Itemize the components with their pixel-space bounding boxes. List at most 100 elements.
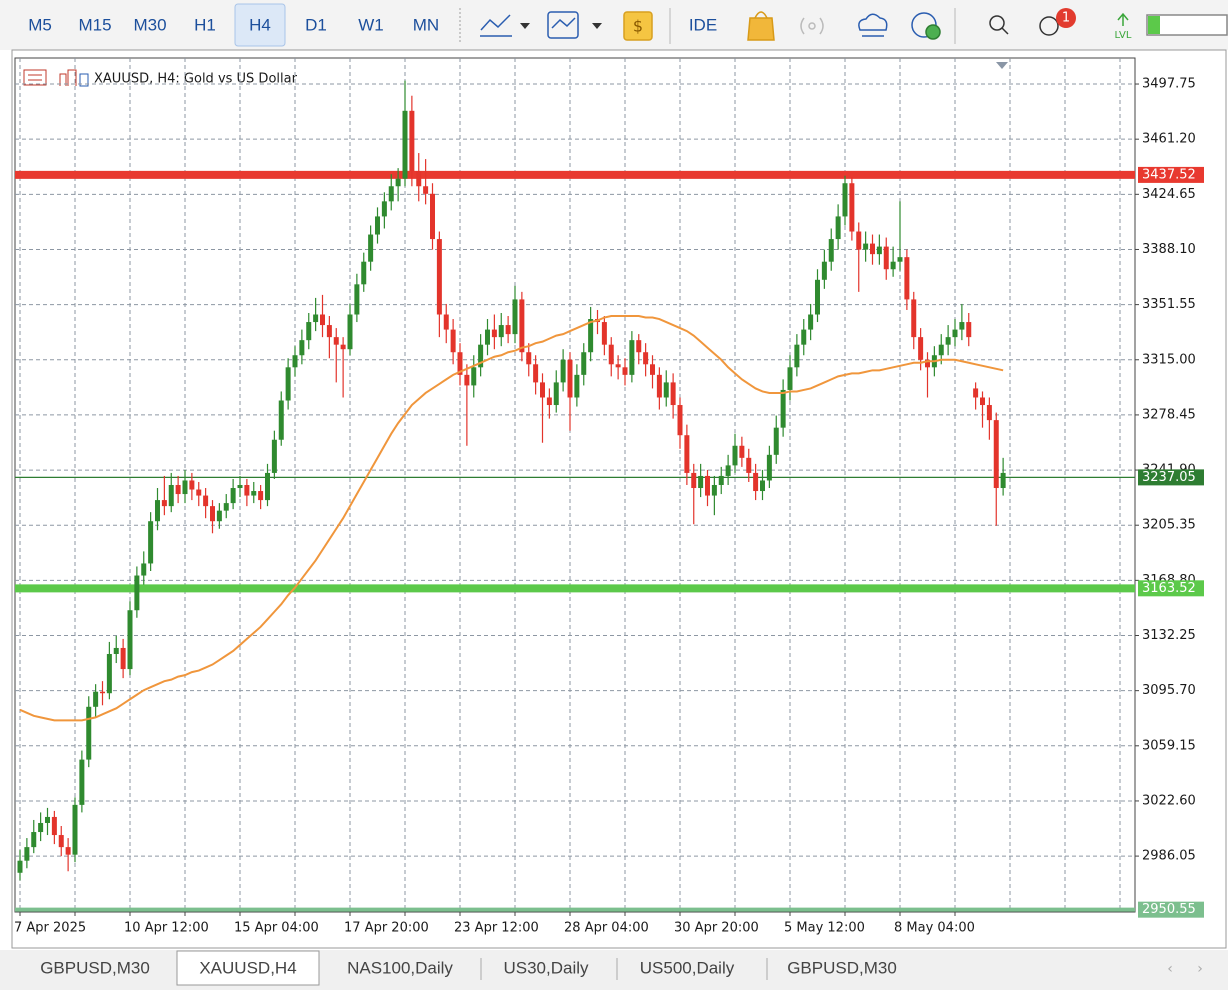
tab[interactable]: US30,Daily xyxy=(503,958,589,977)
candle-body xyxy=(663,382,669,398)
chart-title: XAUUSD, H4: Gold vs US Dollar xyxy=(94,72,298,87)
candle-body xyxy=(945,337,951,345)
chart-icon-2 xyxy=(79,73,89,87)
candle-body xyxy=(31,832,37,848)
list-icon[interactable] xyxy=(23,69,47,86)
search-icon[interactable] xyxy=(989,15,1005,31)
candle-body xyxy=(450,329,456,353)
timeframe-button[interactable]: M15 xyxy=(78,15,111,34)
indicator-icon-line xyxy=(551,17,576,29)
candle-body xyxy=(780,389,786,428)
candle-body xyxy=(973,388,979,398)
candle-body xyxy=(216,510,222,522)
candle-body xyxy=(505,325,511,335)
notifications-icon[interactable] xyxy=(1039,16,1059,36)
candle-body xyxy=(718,475,724,485)
candle-body xyxy=(601,322,607,345)
candle-body xyxy=(835,216,841,240)
candle-body xyxy=(876,246,882,255)
dropdown-arrow[interactable] xyxy=(592,23,602,29)
candle-body xyxy=(340,344,346,350)
candle-body xyxy=(24,847,30,861)
timeframe-button[interactable]: M30 xyxy=(133,15,166,34)
candle-body xyxy=(58,835,64,848)
price-label-bg xyxy=(1138,166,1204,183)
candle-body xyxy=(808,314,814,330)
candle-body xyxy=(766,454,772,481)
candle-body xyxy=(457,352,463,375)
timeframe-button[interactable]: H4 xyxy=(249,15,271,34)
chart-icon[interactable] xyxy=(59,69,77,86)
shift-marker xyxy=(996,62,1008,69)
tab[interactable]: GBPUSD,M30 xyxy=(787,958,897,977)
candle-body xyxy=(388,186,394,202)
active-timeframe-bg xyxy=(234,3,286,47)
toolbar xyxy=(0,0,1228,50)
candle-body xyxy=(38,822,44,833)
candle-body xyxy=(574,374,580,398)
candle-body xyxy=(670,382,676,406)
candle-body xyxy=(993,420,999,489)
candle-body xyxy=(223,503,229,511)
timeframe-button[interactable]: D1 xyxy=(305,15,327,34)
candle-body xyxy=(175,485,181,495)
timeframe-button[interactable]: H1 xyxy=(194,15,216,34)
candle-body xyxy=(870,243,875,255)
search-icon-handle xyxy=(1001,27,1009,35)
candle-body xyxy=(904,257,910,300)
candle-body xyxy=(237,485,243,489)
candle-body xyxy=(72,804,78,855)
candle-body xyxy=(897,257,903,262)
candle-body xyxy=(306,322,312,341)
dollar-icon[interactable] xyxy=(623,11,653,41)
notification-badge xyxy=(1056,8,1076,28)
candle-body xyxy=(141,563,147,576)
tab[interactable]: US500,Daily xyxy=(640,958,735,977)
candle-body xyxy=(588,319,594,353)
ide-button[interactable]: IDE xyxy=(689,15,717,34)
candle-body xyxy=(333,337,339,345)
candle-body xyxy=(986,405,992,421)
y-tick-label: 2986.05 xyxy=(1142,849,1196,864)
price-label-bg xyxy=(1138,469,1204,486)
signal-icon[interactable] xyxy=(808,22,816,30)
indicator-icon[interactable] xyxy=(547,11,579,39)
candle-body xyxy=(203,495,209,507)
chart-title-icons xyxy=(23,69,89,87)
signal-icon-waves xyxy=(800,17,824,35)
level-icon[interactable] xyxy=(1117,12,1129,26)
timeframe-button[interactable]: MN xyxy=(413,15,439,34)
candle-body xyxy=(168,485,174,507)
scroll-right[interactable]: › xyxy=(1197,961,1203,977)
candle-body xyxy=(1000,472,1006,489)
candle-body xyxy=(230,488,236,504)
candle-body xyxy=(787,367,793,390)
tab[interactable]: XAUUSD,H4 xyxy=(199,958,296,977)
candle-body xyxy=(925,359,930,368)
tab[interactable]: GBPUSD,M30 xyxy=(40,958,150,977)
market-icon[interactable] xyxy=(747,17,775,41)
candle-body xyxy=(402,110,408,179)
dropdown-arrow[interactable] xyxy=(520,23,530,29)
candle-body xyxy=(952,329,958,338)
candle-body xyxy=(883,246,889,270)
y-tick-label: 3461.20 xyxy=(1142,132,1196,147)
x-tick-label: 5 May 12:00 xyxy=(784,921,865,936)
candle-body xyxy=(347,314,353,350)
timeframe-button[interactable]: M5 xyxy=(28,15,52,34)
candle-body xyxy=(148,521,154,564)
timeframe-button[interactable]: W1 xyxy=(358,15,384,34)
candle-body xyxy=(244,485,250,496)
scroll-left[interactable]: ‹ xyxy=(1167,961,1173,977)
cloud-icon[interactable] xyxy=(858,13,888,31)
y-tick-label: 3095.70 xyxy=(1142,683,1196,698)
candle-body xyxy=(959,322,965,330)
candle-body xyxy=(120,647,126,670)
candle-body xyxy=(265,472,270,501)
candle-body xyxy=(79,759,85,805)
tab[interactable]: NAS100,Daily xyxy=(347,958,453,977)
line-chart-icon[interactable] xyxy=(480,14,511,31)
candle-body xyxy=(615,364,621,368)
candle-body xyxy=(725,465,731,476)
badge-count: 1 xyxy=(1062,11,1070,26)
